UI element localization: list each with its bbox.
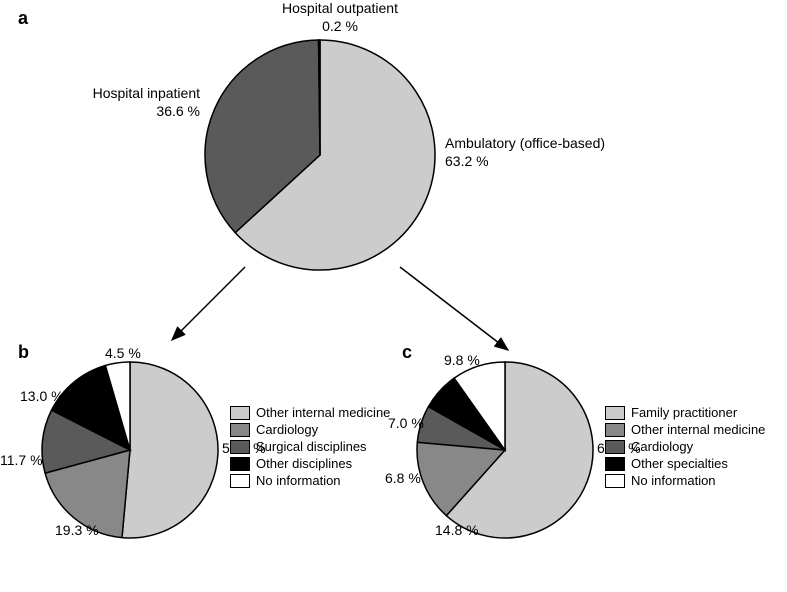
figure-container: a b c Hospital outpatient 0.2 % Hospital… xyxy=(0,0,787,592)
legend-row: Other disciplines xyxy=(230,456,390,471)
legend-swatch xyxy=(605,406,625,420)
pie-c-pct-3: 7.0 % xyxy=(388,415,424,433)
pie-b-pct-3: 13.0 % xyxy=(20,388,64,406)
legend-label: No information xyxy=(256,473,341,488)
legend-c: Family practitioner Other internal medici… xyxy=(605,405,765,490)
legend-label: Cardiology xyxy=(256,422,318,437)
legend-label: Cardiology xyxy=(631,439,693,454)
legend-row: Other internal medicine xyxy=(230,405,390,420)
legend-swatch xyxy=(230,423,250,437)
legend-label: Other disciplines xyxy=(256,456,352,471)
legend-swatch xyxy=(605,474,625,488)
legend-row: Cardiology xyxy=(605,439,765,454)
pie-c-pct-2: 6.8 % xyxy=(385,470,421,488)
legend-swatch xyxy=(230,474,250,488)
pie-b-pct-1: 19.3 % xyxy=(55,522,99,540)
legend-swatch xyxy=(230,406,250,420)
legend-label: Other internal medicine xyxy=(631,422,765,437)
legend-row: Other specialties xyxy=(605,456,765,471)
legend-swatch xyxy=(230,457,250,471)
legend-label: Family practitioner xyxy=(631,405,737,420)
legend-b: Other internal medicine Cardiology Surgica… xyxy=(230,405,390,490)
pie-c-pct-4: 9.8 % xyxy=(444,352,480,370)
legend-row: Cardiology xyxy=(230,422,390,437)
legend-row: No information xyxy=(605,473,765,488)
pie-b-pct-4: 4.5 % xyxy=(105,345,141,363)
legend-row: Family practitioner xyxy=(605,405,765,420)
legend-label: Other specialties xyxy=(631,456,728,471)
legend-label: No information xyxy=(631,473,716,488)
legend-swatch xyxy=(605,440,625,454)
pie-c-pct-1: 14.8 % xyxy=(435,522,479,540)
legend-swatch xyxy=(605,423,625,437)
legend-label: Surgical disciplines xyxy=(256,439,367,454)
legend-swatch xyxy=(230,440,250,454)
pie-b-pct-2: 11.7 % xyxy=(0,452,43,470)
legend-swatch xyxy=(605,457,625,471)
legend-row: No information xyxy=(230,473,390,488)
pie-slice xyxy=(122,362,218,538)
legend-label: Other internal medicine xyxy=(256,405,390,420)
legend-row: Other internal medicine xyxy=(605,422,765,437)
legend-row: Surgical disciplines xyxy=(230,439,390,454)
